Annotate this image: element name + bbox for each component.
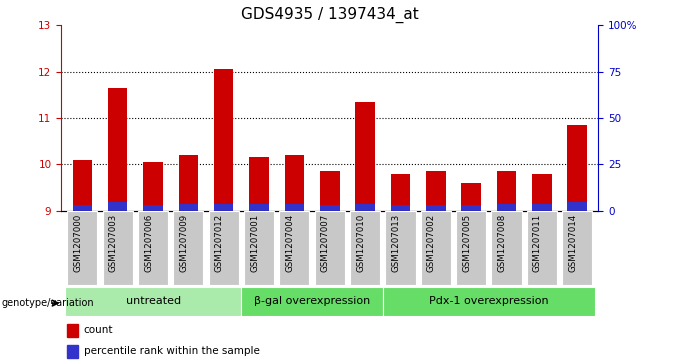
Text: GSM1207006: GSM1207006	[144, 213, 153, 272]
Text: GSM1207008: GSM1207008	[498, 213, 507, 272]
Text: GSM1207005: GSM1207005	[462, 213, 471, 272]
Bar	[315, 211, 345, 285]
Bar	[214, 69, 233, 211]
Bar	[214, 204, 233, 211]
Bar	[244, 211, 274, 285]
Bar	[568, 125, 587, 211]
Text: GSM1207003: GSM1207003	[109, 213, 118, 272]
Bar	[462, 183, 481, 211]
Bar	[65, 287, 241, 316]
Text: percentile rank within the sample: percentile rank within the sample	[84, 346, 260, 356]
Title: GDS4935 / 1397434_at: GDS4935 / 1397434_at	[241, 7, 419, 23]
Text: genotype/variation: genotype/variation	[1, 298, 94, 308]
Text: β-gal overexpression: β-gal overexpression	[254, 296, 370, 306]
Bar	[103, 211, 133, 285]
Bar	[562, 211, 592, 285]
Text: count: count	[84, 325, 114, 335]
Text: Pdx-1 overexpression: Pdx-1 overexpression	[429, 296, 549, 306]
Bar	[67, 324, 78, 337]
Bar	[356, 102, 375, 211]
Bar	[143, 205, 163, 211]
Bar	[179, 204, 198, 211]
Text: GSM1207004: GSM1207004	[286, 213, 294, 272]
Bar	[532, 204, 551, 211]
Bar	[462, 205, 481, 211]
Bar	[143, 162, 163, 211]
Bar	[209, 211, 239, 285]
Bar	[250, 204, 269, 211]
Bar	[426, 171, 445, 211]
Text: GSM1207011: GSM1207011	[533, 213, 542, 272]
Bar	[320, 171, 339, 211]
Bar	[356, 204, 375, 211]
Text: GSM1207009: GSM1207009	[180, 213, 188, 272]
Text: GSM1207014: GSM1207014	[568, 213, 577, 272]
Bar	[108, 88, 127, 211]
Bar	[285, 155, 304, 211]
Bar	[391, 174, 410, 211]
Bar	[386, 211, 415, 285]
Bar	[285, 204, 304, 211]
Bar	[67, 345, 78, 358]
Bar	[421, 211, 451, 285]
Bar	[391, 205, 410, 211]
Text: GSM1207010: GSM1207010	[356, 213, 365, 272]
Text: GSM1207013: GSM1207013	[392, 213, 401, 272]
Bar	[497, 204, 516, 211]
Bar	[527, 211, 557, 285]
Bar	[383, 287, 595, 316]
Text: GSM1207007: GSM1207007	[321, 213, 330, 272]
Bar	[426, 205, 445, 211]
Bar	[497, 171, 516, 211]
Bar	[320, 205, 339, 211]
Bar	[179, 155, 198, 211]
Bar	[241, 287, 383, 316]
Bar	[67, 211, 97, 285]
Bar	[138, 211, 168, 285]
Bar	[279, 211, 309, 285]
Bar	[532, 174, 551, 211]
Text: GSM1207002: GSM1207002	[427, 213, 436, 272]
Bar	[568, 202, 587, 211]
Bar	[73, 205, 92, 211]
Bar	[492, 211, 522, 285]
Text: GSM1207000: GSM1207000	[73, 213, 82, 272]
Bar	[250, 157, 269, 211]
Bar	[456, 211, 486, 285]
Bar	[173, 211, 203, 285]
Bar	[73, 160, 92, 211]
Bar	[108, 202, 127, 211]
Text: GSM1207001: GSM1207001	[250, 213, 259, 272]
Bar	[350, 211, 380, 285]
Text: untreated: untreated	[126, 296, 181, 306]
Text: GSM1207012: GSM1207012	[215, 213, 224, 272]
